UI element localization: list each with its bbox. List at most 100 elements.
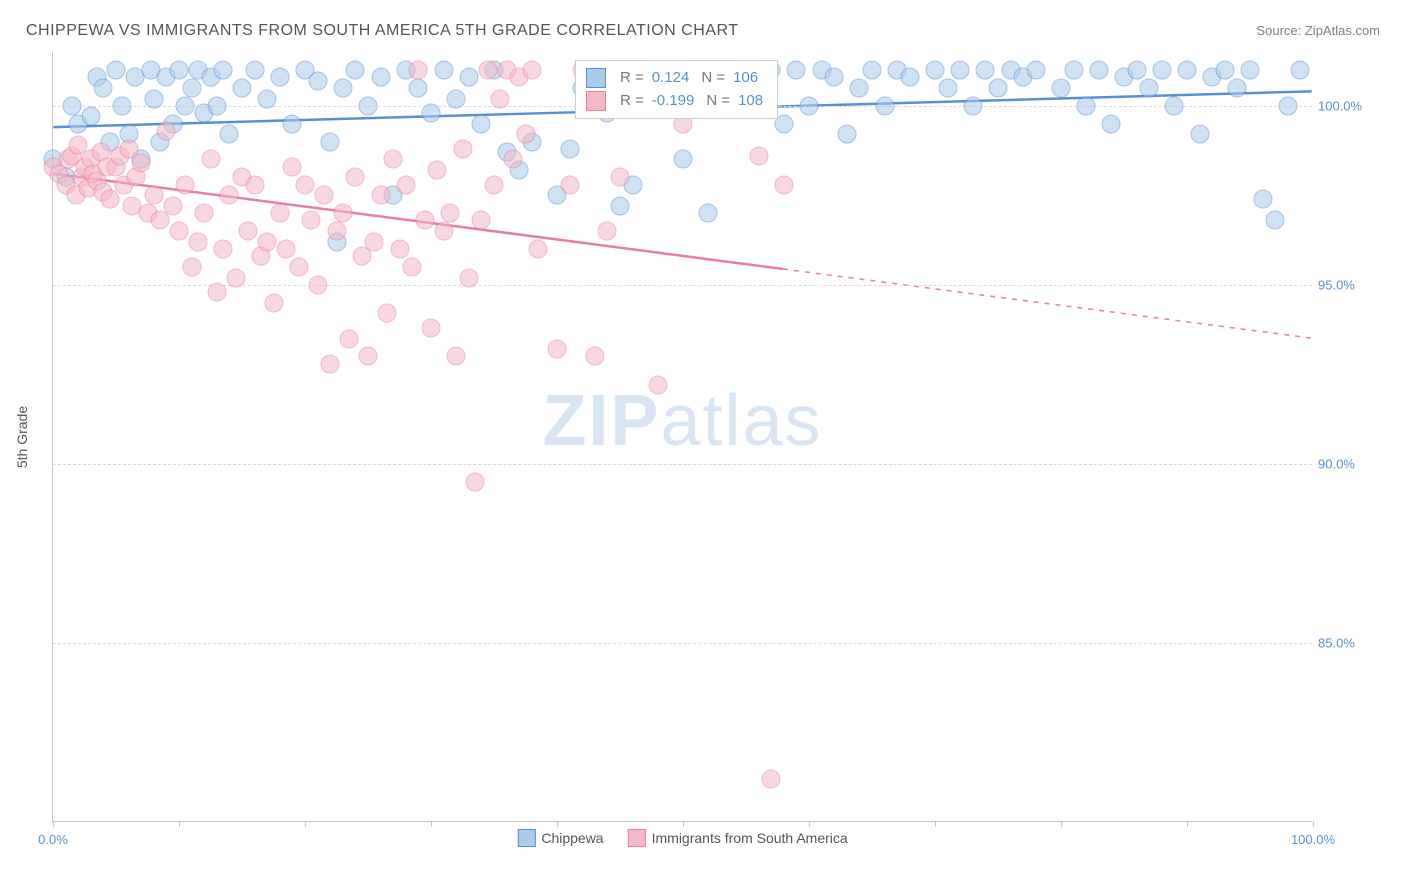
legend-swatch [517,829,535,847]
x-tick [305,821,306,827]
scatter-point [283,157,302,176]
scatter-point [1064,60,1083,79]
scatter-point [1077,96,1096,115]
scatter-point [459,268,478,287]
scatter-point [346,168,365,187]
scatter-point [270,68,289,87]
legend-swatch [628,829,646,847]
scatter-point [132,154,151,173]
scatter-point [1228,78,1247,97]
x-tick [53,821,54,827]
source-label: Source: ZipAtlas.com [1256,23,1380,38]
scatter-point [157,121,176,140]
legend-item: Immigrants from South America [628,829,848,847]
scatter-point [182,257,201,276]
y-tick-label: 100.0% [1318,98,1376,113]
scatter-point [107,60,126,79]
scatter-point [182,78,201,97]
scatter-point [1152,60,1171,79]
scatter-point [371,68,390,87]
scatter-point [346,60,365,79]
scatter-point [466,472,485,491]
scatter-point [327,222,346,241]
scatter-point [774,175,793,194]
scatter-point [963,96,982,115]
scatter-point [1215,60,1234,79]
scatter-point [1253,189,1272,208]
scatter-point [258,232,277,251]
stats-swatch [586,68,606,88]
scatter-point [800,96,819,115]
y-tick-label: 90.0% [1318,456,1376,471]
scatter-point [1178,60,1197,79]
scatter-point [113,96,132,115]
scatter-point [321,354,340,373]
scatter-point [825,68,844,87]
scatter-point [409,78,428,97]
scatter-point [762,770,781,789]
x-tick-label: 100.0% [1291,832,1335,847]
scatter-point [522,60,541,79]
scatter-point [1052,78,1071,97]
scatter-point [837,125,856,144]
scatter-point [62,96,81,115]
scatter-point [560,139,579,158]
scatter-point [434,222,453,241]
scatter-point [976,60,995,79]
chart-title: CHIPPEWA VS IMMIGRANTS FROM SOUTH AMERIC… [26,22,739,40]
scatter-point [415,211,434,230]
scatter-point [598,222,617,241]
legend-item: Chippewa [517,829,603,847]
scatter-point [207,96,226,115]
gridline [53,285,1312,286]
scatter-point [214,60,233,79]
x-tick [809,821,810,827]
watermark: ZIPatlas [542,380,822,462]
scatter-point [428,161,447,180]
legend-label: Chippewa [541,830,603,846]
scatter-point [1190,125,1209,144]
scatter-point [648,376,667,395]
scatter-point [472,211,491,230]
scatter-point [485,175,504,194]
scatter-point [396,175,415,194]
scatter-point [850,78,869,97]
scatter-point [1241,60,1260,79]
scatter-point [214,239,233,258]
scatter-point [459,68,478,87]
scatter-point [1140,78,1159,97]
scatter-point [289,257,308,276]
scatter-point [308,71,327,90]
scatter-point [1165,96,1184,115]
scatter-point [239,222,258,241]
gridline [53,643,1312,644]
x-tick [683,821,684,827]
scatter-point [321,132,340,151]
scatter-point [409,60,428,79]
stats-row: R =0.124N =106 [586,67,767,90]
scatter-point [926,60,945,79]
scatter-point [989,78,1008,97]
scatter-point [245,60,264,79]
scatter-point [1102,114,1121,133]
scatter-point [440,204,459,223]
scatter-point [340,329,359,348]
scatter-point [447,347,466,366]
scatter-point [188,232,207,251]
y-axis-label: 5th Grade [14,406,30,468]
scatter-point [245,175,264,194]
scatter-point [365,232,384,251]
scatter-point [434,60,453,79]
scatter-point [270,204,289,223]
chart-container: 5th Grade ZIPatlas 85.0%90.0%95.0%100.0%… [52,52,1382,822]
scatter-point [333,204,352,223]
y-tick-label: 95.0% [1318,277,1376,292]
scatter-point [787,60,806,79]
legend-label: Immigrants from South America [652,830,848,846]
scatter-point [529,239,548,258]
scatter-point [390,239,409,258]
scatter-point [296,175,315,194]
x-tick-label: 0.0% [38,832,68,847]
scatter-point [333,78,352,97]
scatter-point [170,60,189,79]
